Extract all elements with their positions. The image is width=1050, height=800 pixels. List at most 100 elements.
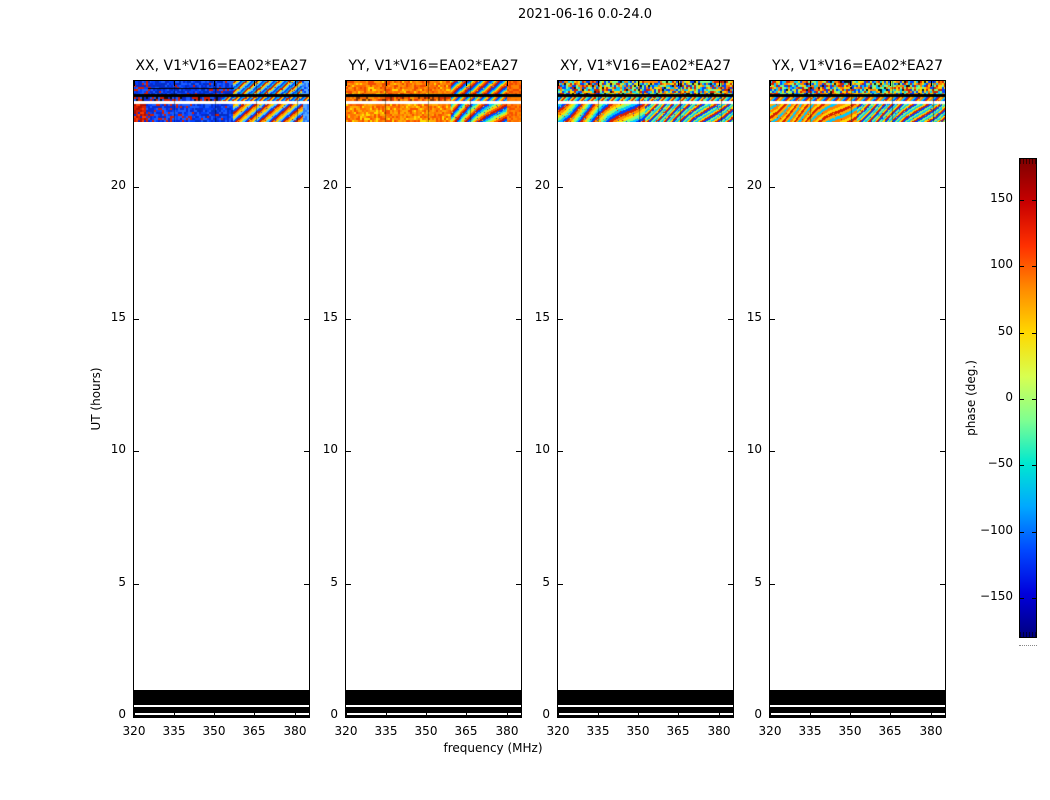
x-tick: [507, 81, 508, 86]
y-tick: [558, 584, 563, 585]
panel-yy: [345, 80, 522, 718]
y-tick: [728, 187, 733, 188]
flagged-row: [558, 705, 733, 707]
x-tick: [134, 81, 135, 86]
y-tick: [728, 319, 733, 320]
y-tick-label: 15: [534, 310, 550, 324]
x-axis-label: frequency (MHz): [443, 741, 543, 755]
flagged-row: [770, 714, 945, 717]
y-tick-label: 20: [322, 178, 338, 192]
y-tick-label: 0: [118, 707, 126, 721]
x-tick: [770, 712, 771, 717]
y-tick-label: 5: [754, 575, 762, 589]
x-tick-label: 320: [546, 724, 570, 738]
y-tick: [558, 716, 563, 717]
y-tick-label: 20: [110, 178, 126, 192]
x-tick: [678, 712, 679, 717]
x-tick: [295, 81, 296, 86]
colorbar-tick: [1020, 598, 1024, 599]
y-tick: [728, 584, 733, 585]
flagged-row: [134, 713, 309, 715]
x-tick: [598, 81, 599, 86]
y-tick-label: 15: [110, 310, 126, 324]
y-tick: [770, 319, 775, 320]
x-tick-label: 380: [283, 724, 307, 738]
y-tick: [516, 716, 521, 717]
flagged-row: [558, 714, 733, 717]
flagged-row: [770, 690, 945, 705]
flagged-row: [558, 690, 733, 705]
y-tick: [516, 319, 521, 320]
x-tick: [558, 712, 559, 717]
y-tick-label: 10: [746, 442, 762, 456]
x-tick-label: 380: [495, 724, 519, 738]
y-tick: [304, 187, 309, 188]
x-tick-label: 320: [334, 724, 358, 738]
y-tick-label: 20: [534, 178, 550, 192]
flagged-row: [346, 707, 521, 713]
x-tick-label: 320: [122, 724, 146, 738]
colorbar-gradient: [1019, 158, 1037, 638]
flagged-row: [134, 690, 309, 705]
x-tick-label: 335: [798, 724, 822, 738]
x-tick: [214, 712, 215, 717]
x-tick: [890, 81, 891, 86]
colorbar-tick: [1020, 200, 1024, 201]
flagged-row: [770, 713, 945, 715]
y-tick-label: 0: [330, 707, 338, 721]
colorbar-tick-label: 150: [990, 191, 1013, 205]
flagged-row: [134, 705, 309, 707]
x-tick-label: 350: [414, 724, 438, 738]
y-axis-label: UT (hours): [89, 367, 103, 431]
x-tick: [638, 81, 639, 86]
y-tick-label: 15: [746, 310, 762, 324]
flagged-row: [346, 714, 521, 717]
heatmap-band: [558, 81, 733, 122]
x-tick: [638, 712, 639, 717]
x-tick: [174, 712, 175, 717]
flagged-row: [346, 705, 521, 707]
panel-xx: [133, 80, 310, 718]
colorbar-tick: [1032, 598, 1036, 599]
y-tick: [346, 584, 351, 585]
flagged-rows-band: [134, 690, 309, 717]
flagged-row: [134, 707, 309, 713]
x-tick: [558, 81, 559, 86]
colorbar-tick: [1032, 333, 1036, 334]
y-tick-label: 10: [534, 442, 550, 456]
x-tick: [810, 81, 811, 86]
colorbar-tick: [1032, 399, 1036, 400]
y-tick-label: 20: [746, 178, 762, 192]
x-tick-label: 380: [919, 724, 943, 738]
flagged-rows-band: [346, 690, 521, 717]
colorbar-tick: [1020, 333, 1024, 334]
colorbar-tick: [1020, 266, 1024, 267]
x-tick: [678, 81, 679, 86]
x-tick-label: 335: [374, 724, 398, 738]
y-tick-label: 0: [542, 707, 550, 721]
y-tick: [940, 716, 945, 717]
x-tick-label: 350: [202, 724, 226, 738]
x-tick: [598, 712, 599, 717]
colorbar-tick: [1032, 266, 1036, 267]
y-tick: [346, 319, 351, 320]
x-tick: [719, 712, 720, 717]
y-tick-label: 10: [322, 442, 338, 456]
colorbar-tick-label: −50: [987, 456, 1013, 470]
y-tick: [940, 584, 945, 585]
flagged-rows-band: [558, 690, 733, 717]
colorbar-underflow-marks: [1019, 645, 1037, 646]
flagged-row: [558, 713, 733, 715]
x-tick: [134, 712, 135, 717]
y-tick-label: 5: [542, 575, 550, 589]
x-tick-label: 365: [242, 724, 266, 738]
y-tick: [558, 451, 563, 452]
y-tick: [346, 187, 351, 188]
y-tick: [558, 319, 563, 320]
x-tick-label: 350: [838, 724, 862, 738]
x-tick: [850, 81, 851, 86]
flagged-row: [770, 707, 945, 713]
y-tick: [516, 451, 521, 452]
x-tick: [850, 712, 851, 717]
